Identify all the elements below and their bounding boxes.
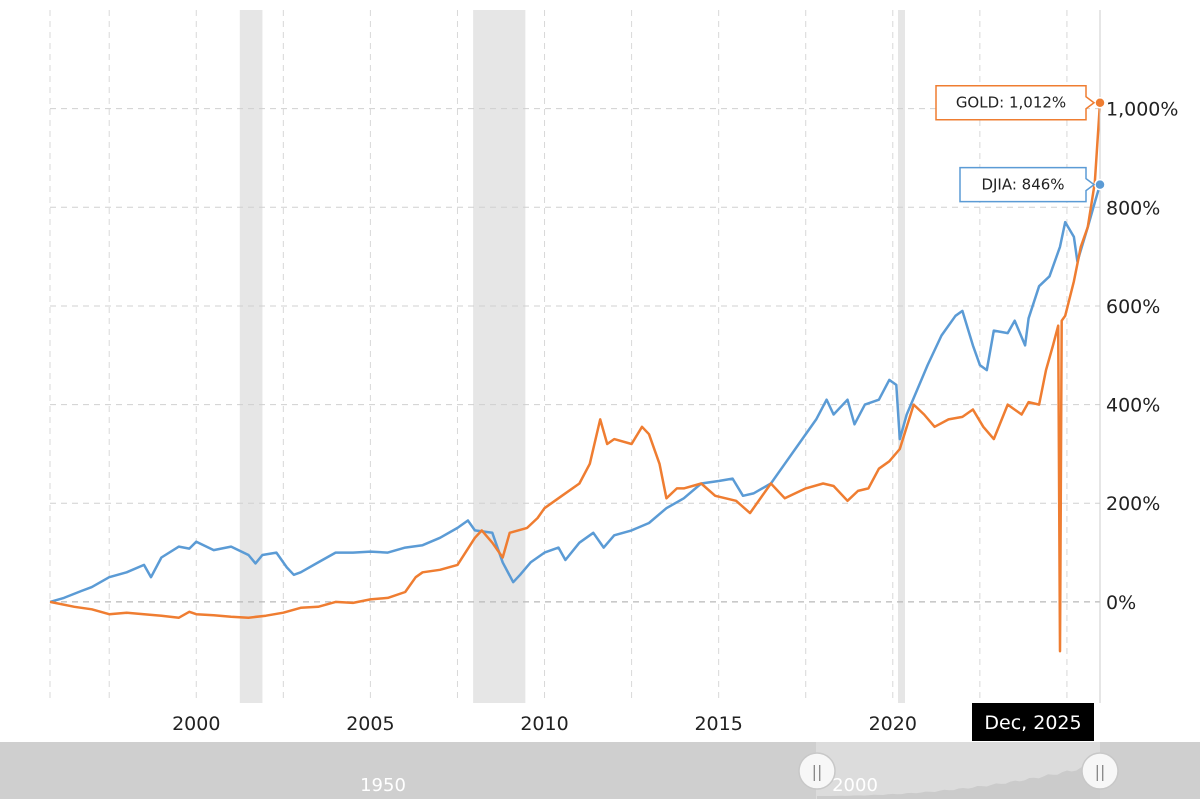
x-tick-label: 2000 bbox=[172, 713, 220, 735]
crosshair-date-label: Dec, 2025 bbox=[972, 703, 1094, 741]
recession-band bbox=[239, 10, 263, 703]
grid-lines bbox=[49, 10, 1100, 703]
x-tick-label: 2020 bbox=[869, 713, 917, 735]
navigator-selected-window[interactable] bbox=[816, 742, 1100, 799]
djia-endpoint-marker bbox=[1094, 178, 1106, 191]
gold-tooltip-text: GOLD: 1,012% bbox=[956, 94, 1066, 112]
recession-band bbox=[898, 10, 905, 703]
navigator-label: 2000 bbox=[832, 775, 878, 796]
gold-endpoint-marker bbox=[1094, 96, 1106, 109]
y-tick-label: 800% bbox=[1106, 197, 1160, 219]
range-navigator[interactable]: 1950 2000 || || bbox=[0, 742, 1200, 799]
djia-tooltip-text: DJIA: 846% bbox=[981, 176, 1064, 194]
y-tick-label: 200% bbox=[1106, 493, 1160, 515]
x-tick-label: 2005 bbox=[346, 713, 394, 735]
y-tick-label: 600% bbox=[1106, 296, 1160, 318]
x-tick-label: 2015 bbox=[694, 713, 742, 735]
y-tick-label: 1,000% bbox=[1106, 99, 1178, 121]
y-tick-label: 0% bbox=[1106, 592, 1136, 614]
series-layer bbox=[49, 102, 1102, 653]
handle-grip-icon: || bbox=[812, 762, 823, 781]
navigator-label: 1950 bbox=[360, 775, 406, 796]
series-line-djia[interactable] bbox=[49, 184, 1102, 604]
x-axis: 2000 2005 2010 2015 2020 bbox=[172, 713, 917, 735]
recession-band bbox=[473, 10, 526, 703]
crosshair-date-text: Dec, 2025 bbox=[984, 712, 1081, 734]
recession-shading bbox=[239, 10, 905, 703]
x-tick-label: 2010 bbox=[520, 713, 568, 735]
djia-tooltip: DJIA: 846% bbox=[959, 166, 1096, 203]
navigator-left-handle[interactable]: || bbox=[798, 752, 836, 790]
y-axis: 0% 200% 400% 600% 800% 1,000% bbox=[1106, 99, 1178, 614]
handle-grip-icon: || bbox=[1095, 762, 1106, 781]
navigator-right-handle[interactable]: || bbox=[1081, 752, 1119, 790]
y-tick-label: 400% bbox=[1106, 395, 1160, 417]
series-line-gold[interactable] bbox=[49, 102, 1102, 653]
gold-tooltip: GOLD: 1,012% bbox=[935, 84, 1096, 121]
